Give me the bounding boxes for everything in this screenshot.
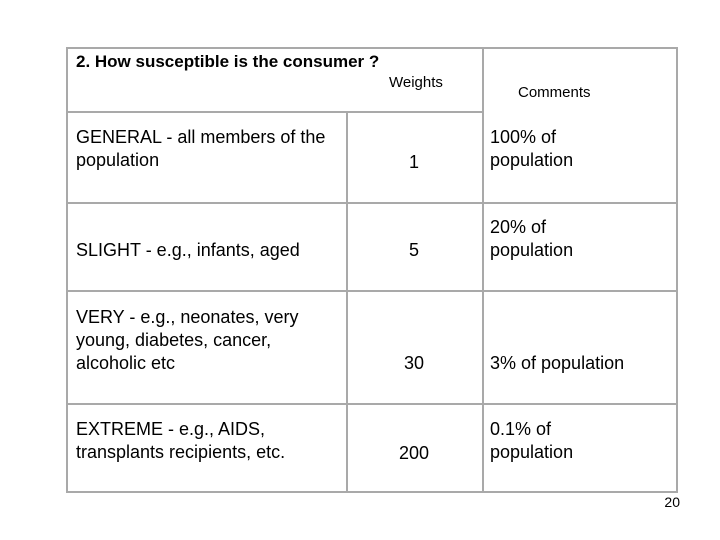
page-number: 20 [664,494,680,510]
category-cell: GENERAL - all members of the population [76,127,326,170]
row-divider [66,202,678,204]
weight-cell: 5 [408,240,419,260]
weight-cell: 1 [408,152,419,172]
table-border-left [66,47,68,493]
question-title: 2. How susceptible is the consumer ? [76,52,380,71]
category-cell: EXTREME - e.g., AIDS, transplants recipi… [76,419,286,462]
category-cell: VERY - e.g., neonates, very young, diabe… [76,307,299,373]
weights-header: Weights [389,74,443,91]
table-border-right [676,47,678,493]
comments-header: Comments [518,84,591,101]
row-divider [66,403,678,405]
comment-cell: 20% of population [490,217,574,260]
weight-cell: 200 [398,443,430,463]
column-divider [346,111,348,491]
comment-cell: 100% of population [490,127,574,170]
header-divider [66,111,482,113]
weight-cell: 30 [403,353,425,373]
comment-cell: 0.1% of population [490,419,574,462]
category-cell: SLIGHT - e.g., infants, aged [76,240,300,260]
row-divider [66,290,678,292]
table-border-top [66,47,678,49]
comment-cell: 3% of population [490,353,625,373]
column-divider [482,47,484,491]
table-border-bottom [66,491,678,493]
